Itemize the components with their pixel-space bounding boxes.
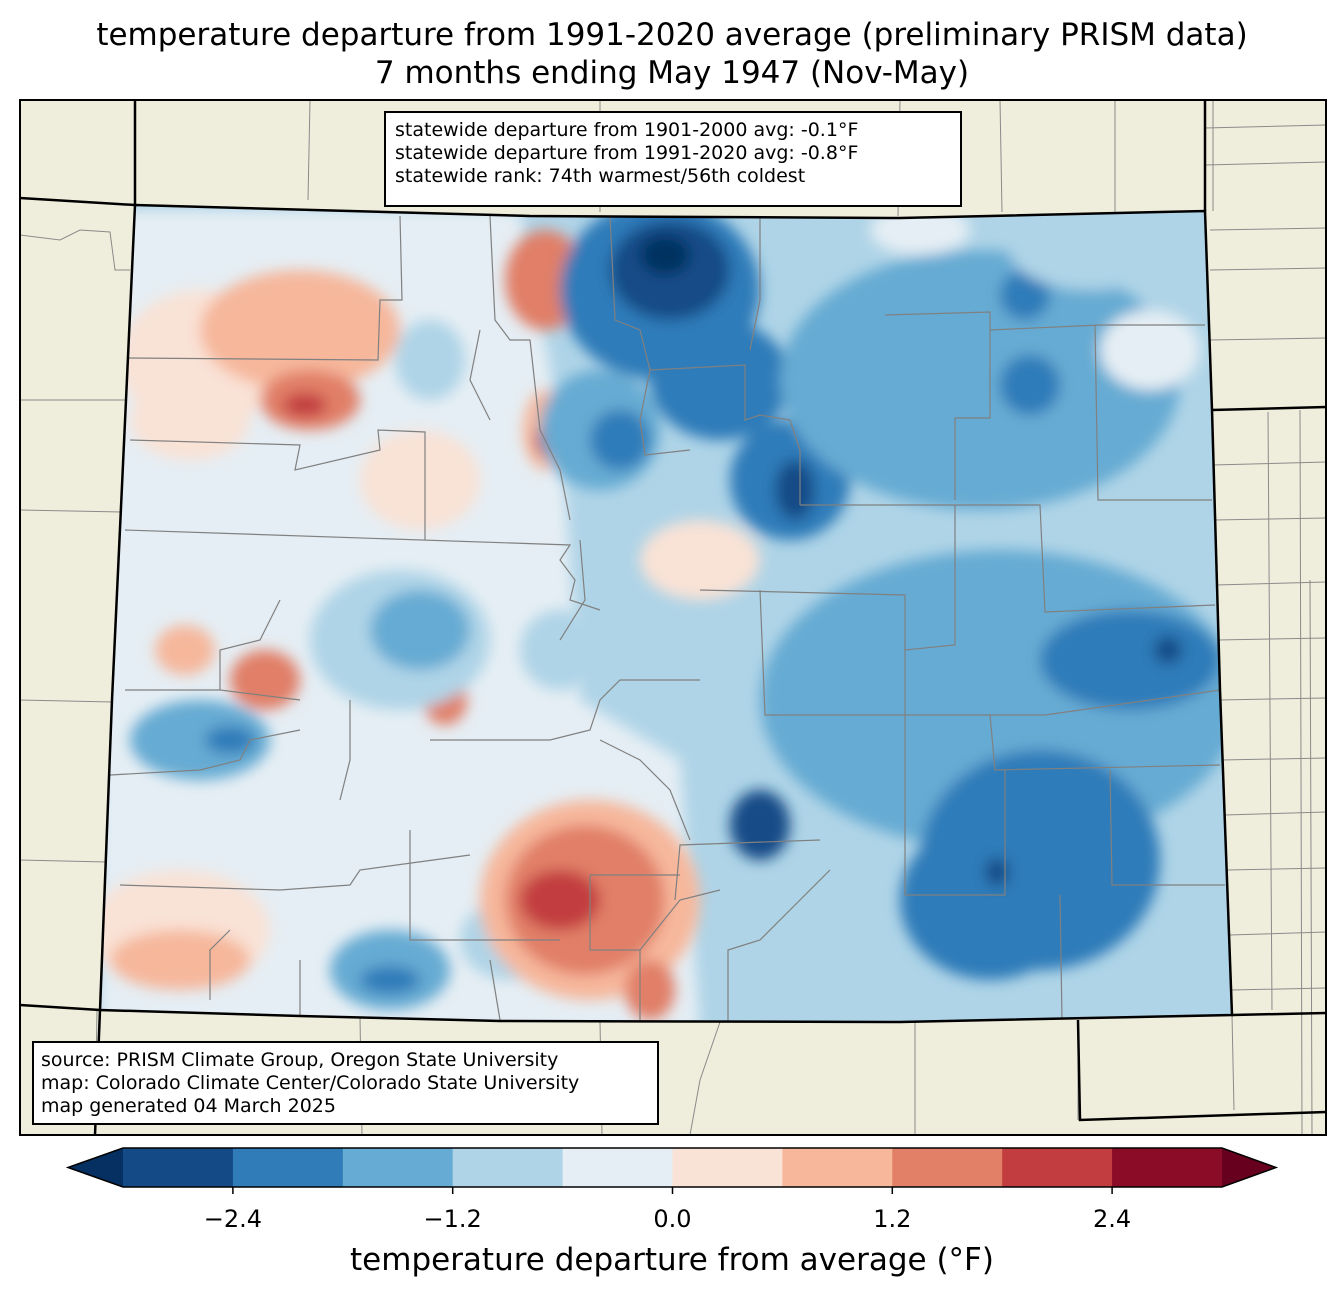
colorbar-extend-under <box>68 1148 123 1187</box>
colorbar-extend-over <box>1222 1148 1276 1187</box>
colorbar-bin <box>342 1148 454 1187</box>
generated-date-line: map generated 04 March 2025 <box>41 1095 336 1117</box>
colorbar-bin <box>232 1148 344 1187</box>
stats-line-departure-1991-2020: statewide departure from 1991-2020 avg: … <box>395 142 859 164</box>
colorbar-bin <box>452 1148 564 1187</box>
colorbar-bin <box>123 1148 234 1187</box>
statewide-stats-box: statewide departure from 1901-2000 avg: … <box>384 111 962 207</box>
colorbar-bin <box>672 1148 783 1187</box>
temperature-field <box>100 205 1232 1022</box>
chart-title: temperature departure from 1991-2020 ave… <box>96 17 1248 53</box>
colorbar-bin <box>892 1148 1003 1187</box>
source-credit-box: source: PRISM Climate Group, Oregon Stat… <box>32 1041 659 1125</box>
source-line: source: PRISM Climate Group, Oregon Stat… <box>41 1049 559 1071</box>
colorbar-tick-label: −2.4 <box>203 1205 263 1233</box>
colorbar-bin <box>1112 1148 1223 1187</box>
colorbar-tick-label: 0.0 <box>653 1205 692 1233</box>
colorbar-outline <box>65 1147 1279 1188</box>
colorbar-tick-label: 2.4 <box>1093 1205 1132 1233</box>
colorbar <box>65 1147 1279 1194</box>
colorbar-tick-label: −1.2 <box>423 1205 482 1233</box>
county-boundaries <box>109 215 1225 1022</box>
colorbar-tick-label: 1.2 <box>873 1205 912 1233</box>
stats-line-departure-1901-2000: statewide departure from 1901-2000 avg: … <box>395 119 859 141</box>
map-credit-line: map: Colorado Climate Center/Colorado St… <box>41 1072 580 1094</box>
colorbar-bin <box>562 1148 673 1187</box>
state-boundaries <box>20 100 1326 1135</box>
map-frame <box>19 99 1327 1136</box>
colorbar-bin <box>1002 1148 1113 1187</box>
colorbar-bin <box>782 1148 893 1187</box>
stats-line-rank: statewide rank: 74th warmest/56th coldes… <box>395 165 806 187</box>
chart-subtitle: 7 months ending May 1947 (Nov-May) <box>374 55 970 91</box>
colorbar-label: temperature departure from average (°F) <box>350 1242 994 1278</box>
